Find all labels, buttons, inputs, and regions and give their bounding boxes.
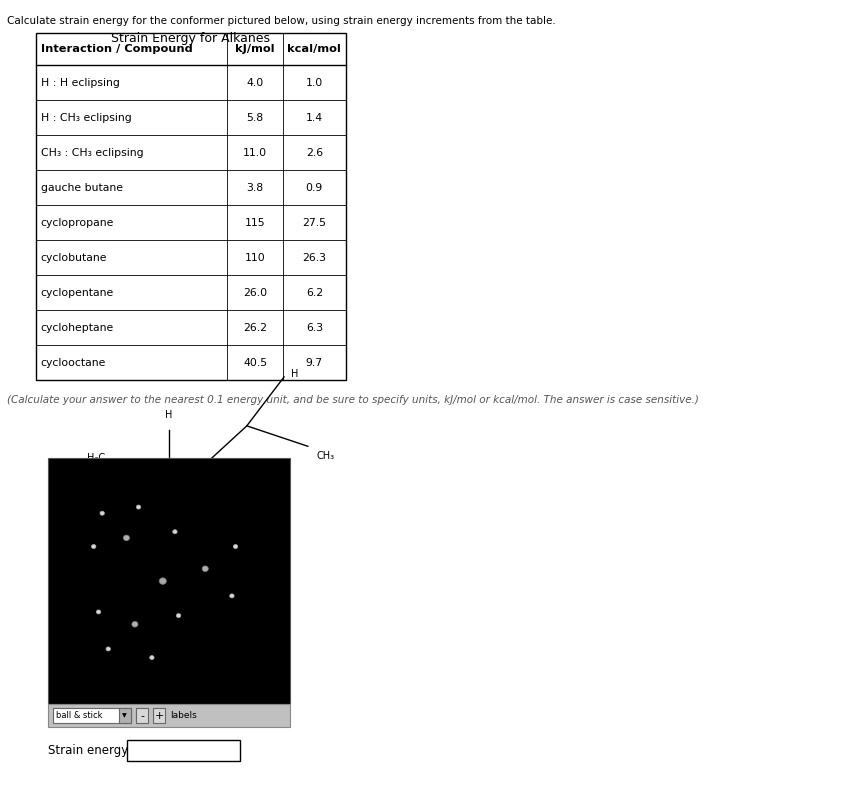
Circle shape — [159, 578, 166, 584]
Text: H: H — [165, 410, 172, 420]
Text: cyclopentane: cyclopentane — [41, 288, 114, 298]
Text: 0.9: 0.9 — [306, 183, 323, 193]
Text: ▼: ▼ — [122, 713, 127, 718]
Circle shape — [106, 647, 111, 651]
Text: 27.5: 27.5 — [302, 218, 326, 228]
Circle shape — [92, 544, 96, 548]
Text: ball & stick: ball & stick — [56, 711, 103, 720]
Text: 26.3: 26.3 — [302, 253, 326, 263]
Text: kcal/mol: kcal/mol — [288, 45, 341, 54]
Text: CH₃: CH₃ — [316, 451, 334, 461]
Text: (Calculate your answer to the nearest 0.1 energy unit, and be sure to specify un: (Calculate your answer to the nearest 0.… — [7, 395, 699, 405]
Circle shape — [229, 594, 234, 598]
Text: Interaction / Compound: Interaction / Compound — [41, 45, 192, 54]
Text: Strain Energy for Alkanes: Strain Energy for Alkanes — [112, 32, 270, 45]
Text: H : CH₃ eclipsing: H : CH₃ eclipsing — [41, 113, 132, 123]
Text: Calculate strain energy for the conformer pictured below, using strain energy in: Calculate strain energy for the conforme… — [7, 16, 556, 26]
Circle shape — [136, 505, 141, 509]
Circle shape — [100, 511, 105, 515]
Circle shape — [177, 614, 181, 618]
Bar — [119, 708, 131, 723]
Text: 115: 115 — [245, 218, 265, 228]
Bar — [36, 33, 346, 380]
Text: Strain energy =: Strain energy = — [48, 744, 141, 757]
Text: 6.2: 6.2 — [306, 288, 323, 298]
Text: 2.6: 2.6 — [306, 148, 323, 158]
Text: 26.2: 26.2 — [243, 323, 267, 333]
Text: CH₃ : CH₃ eclipsing: CH₃ : CH₃ eclipsing — [41, 148, 144, 158]
Text: 3.8: 3.8 — [247, 183, 263, 193]
Text: cyclopropane: cyclopropane — [41, 218, 114, 228]
Text: cyclooctane: cyclooctane — [41, 358, 106, 368]
Text: H₃C: H₃C — [93, 542, 111, 552]
Text: 9.7: 9.7 — [306, 358, 323, 368]
Text: 110: 110 — [245, 253, 265, 263]
Bar — [127, 740, 240, 761]
Text: 1.4: 1.4 — [306, 113, 323, 123]
Circle shape — [96, 610, 100, 614]
Text: 11.0: 11.0 — [243, 148, 267, 158]
Text: 6.3: 6.3 — [306, 323, 323, 333]
Circle shape — [150, 656, 154, 660]
Bar — [48, 704, 290, 727]
Circle shape — [123, 535, 130, 540]
Bar — [136, 708, 148, 723]
Bar — [153, 708, 165, 723]
Text: cyclobutane: cyclobutane — [41, 253, 107, 263]
Text: -: - — [140, 711, 144, 720]
Text: 5.8: 5.8 — [247, 113, 263, 123]
Circle shape — [202, 566, 209, 572]
Text: H : H eclipsing: H : H eclipsing — [41, 78, 120, 88]
Circle shape — [132, 622, 138, 627]
Text: 1.0: 1.0 — [306, 78, 323, 88]
Text: labels: labels — [171, 711, 197, 720]
Text: kJ/mol: kJ/mol — [236, 45, 275, 54]
Text: 4.0: 4.0 — [247, 78, 263, 88]
Circle shape — [233, 544, 238, 548]
Bar — [53, 708, 131, 723]
Text: 26.0: 26.0 — [243, 288, 267, 298]
Text: H: H — [291, 369, 299, 379]
Text: H₃C: H₃C — [87, 454, 106, 463]
Bar — [48, 458, 290, 704]
Text: +: + — [155, 711, 164, 720]
Circle shape — [172, 529, 178, 534]
Text: gauche butane: gauche butane — [41, 183, 123, 193]
Text: 40.5: 40.5 — [243, 358, 267, 368]
Text: cycloheptane: cycloheptane — [41, 323, 114, 333]
